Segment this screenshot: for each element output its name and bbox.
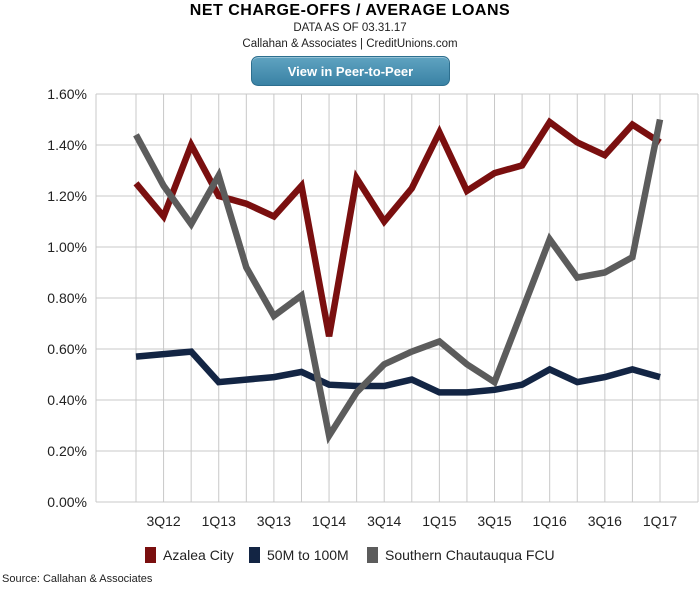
y-tick-label: 0.40% bbox=[47, 392, 87, 408]
x-tick-label: 1Q15 bbox=[422, 513, 456, 529]
legend-label: Azalea City bbox=[163, 547, 234, 563]
x-tick-label: 3Q15 bbox=[477, 513, 511, 529]
x-tick-label: 3Q13 bbox=[257, 513, 291, 529]
legend-label: Southern Chautauqua FCU bbox=[385, 547, 555, 563]
y-tick-label: 1.00% bbox=[47, 239, 87, 255]
legend-swatch bbox=[249, 547, 260, 563]
view-peer-to-peer-button[interactable]: View in Peer-to-Peer bbox=[251, 56, 450, 86]
y-tick-label: 0.60% bbox=[47, 341, 87, 357]
legend-swatch bbox=[145, 547, 156, 563]
y-tick-label: 1.20% bbox=[47, 188, 87, 204]
data-as-of-label: DATA AS OF 03.31.17 bbox=[293, 22, 407, 34]
legend-label: 50M to 100M bbox=[267, 547, 349, 563]
x-tick-label: 3Q12 bbox=[146, 513, 180, 529]
y-tick-label: 0.80% bbox=[47, 290, 87, 306]
series-line-50m-to-100m bbox=[135, 348, 661, 396]
y-tick-label: 1.40% bbox=[47, 137, 87, 153]
x-tick-label: 1Q13 bbox=[202, 513, 236, 529]
attribution-label: Callahan & Associates | CreditUnions.com bbox=[242, 38, 458, 50]
y-tick-label: 0.00% bbox=[47, 494, 87, 510]
x-tick-label: 1Q17 bbox=[643, 513, 677, 529]
x-tick-label: 1Q14 bbox=[312, 513, 346, 529]
x-tick-label: 3Q14 bbox=[367, 513, 401, 529]
y-tick-label: 0.20% bbox=[47, 443, 87, 459]
source-note: Source: Callahan & Associates bbox=[2, 573, 153, 585]
chart-title: NET CHARGE-OFFS / AVERAGE LOANS bbox=[189, 2, 511, 19]
series-line-southern-chautauqua-fcu bbox=[133, 118, 664, 445]
x-tick-label: 1Q16 bbox=[533, 513, 567, 529]
y-tick-label: 1.60% bbox=[47, 86, 87, 102]
x-tick-label: 3Q16 bbox=[588, 513, 622, 529]
legend-swatch bbox=[367, 547, 378, 563]
series-line-azalea-city bbox=[133, 117, 662, 337]
